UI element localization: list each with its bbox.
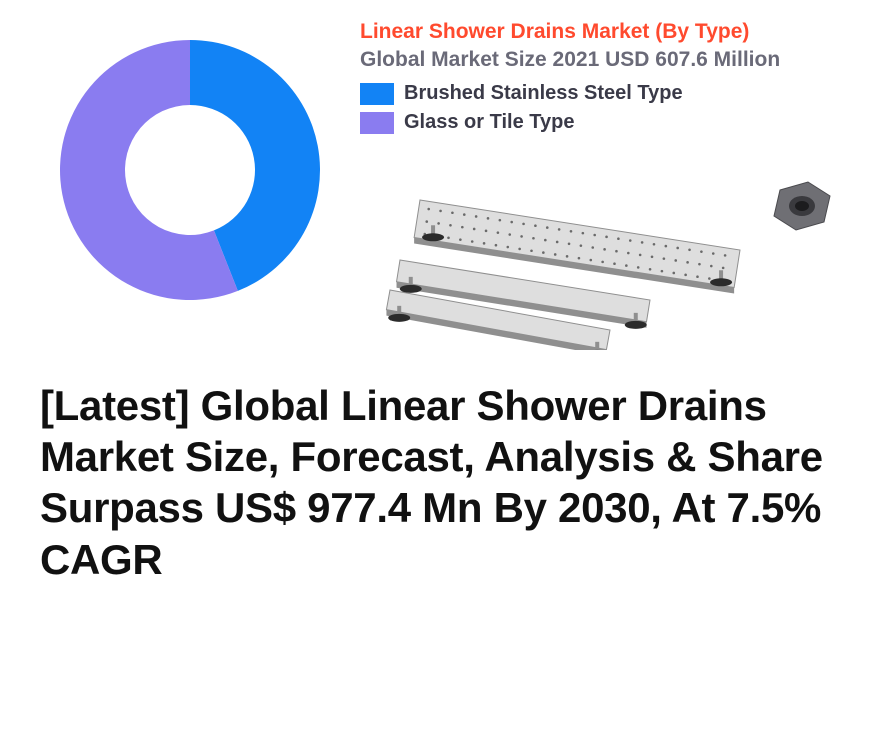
chart-column	[40, 20, 340, 310]
article-headline: [Latest] Global Linear Shower Drains Mar…	[40, 380, 839, 585]
donut-chart	[50, 30, 330, 310]
top-section: Linear Shower Drains Market (By Type) Gl…	[40, 20, 839, 350]
chart-title: Linear Shower Drains Market (By Type)	[360, 20, 840, 44]
legend-item: Glass or Tile Type	[360, 111, 840, 134]
legend-swatch	[360, 112, 394, 134]
chart-subtitle: Global Market Size 2021 USD 607.6 Millio…	[360, 48, 840, 72]
chart-legend: Brushed Stainless Steel Type Glass or Ti…	[360, 82, 840, 134]
legend-swatch	[360, 83, 394, 105]
legend-label: Brushed Stainless Steel Type	[404, 82, 683, 105]
legend-item: Brushed Stainless Steel Type	[360, 82, 840, 105]
legend-label: Glass or Tile Type	[404, 111, 574, 134]
info-column: Linear Shower Drains Market (By Type) Gl…	[360, 20, 840, 350]
product-illustration	[360, 150, 840, 350]
